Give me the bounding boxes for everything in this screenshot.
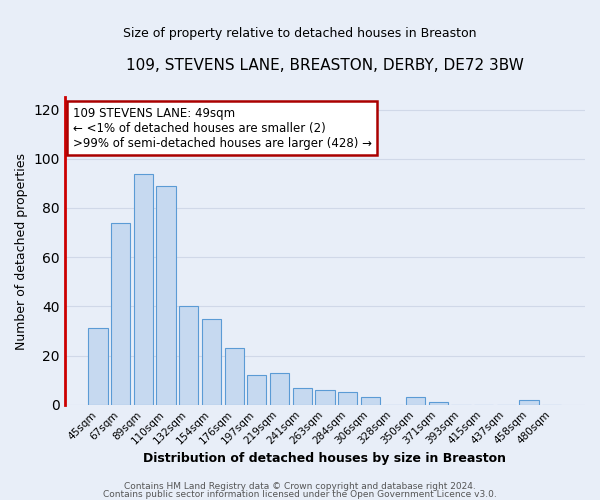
Bar xyxy=(270,373,289,404)
Bar xyxy=(157,186,176,404)
Text: Contains public sector information licensed under the Open Government Licence v3: Contains public sector information licen… xyxy=(103,490,497,499)
Bar xyxy=(111,222,130,404)
Text: Size of property relative to detached houses in Breaston: Size of property relative to detached ho… xyxy=(123,28,477,40)
Bar xyxy=(202,318,221,404)
Bar xyxy=(247,375,266,404)
Bar xyxy=(179,306,199,404)
Bar xyxy=(315,390,335,404)
Bar xyxy=(406,398,425,404)
Bar xyxy=(293,388,312,404)
Y-axis label: Number of detached properties: Number of detached properties xyxy=(15,152,28,350)
Title: 109, STEVENS LANE, BREASTON, DERBY, DE72 3BW: 109, STEVENS LANE, BREASTON, DERBY, DE72… xyxy=(126,58,524,72)
Bar xyxy=(361,398,380,404)
Text: Contains HM Land Registry data © Crown copyright and database right 2024.: Contains HM Land Registry data © Crown c… xyxy=(124,482,476,491)
X-axis label: Distribution of detached houses by size in Breaston: Distribution of detached houses by size … xyxy=(143,452,506,465)
Bar xyxy=(428,402,448,404)
Bar xyxy=(520,400,539,404)
Bar xyxy=(134,174,153,404)
Text: 109 STEVENS LANE: 49sqm
← <1% of detached houses are smaller (2)
>99% of semi-de: 109 STEVENS LANE: 49sqm ← <1% of detache… xyxy=(73,106,371,150)
Bar xyxy=(338,392,357,404)
Bar xyxy=(88,328,108,404)
Bar xyxy=(224,348,244,405)
